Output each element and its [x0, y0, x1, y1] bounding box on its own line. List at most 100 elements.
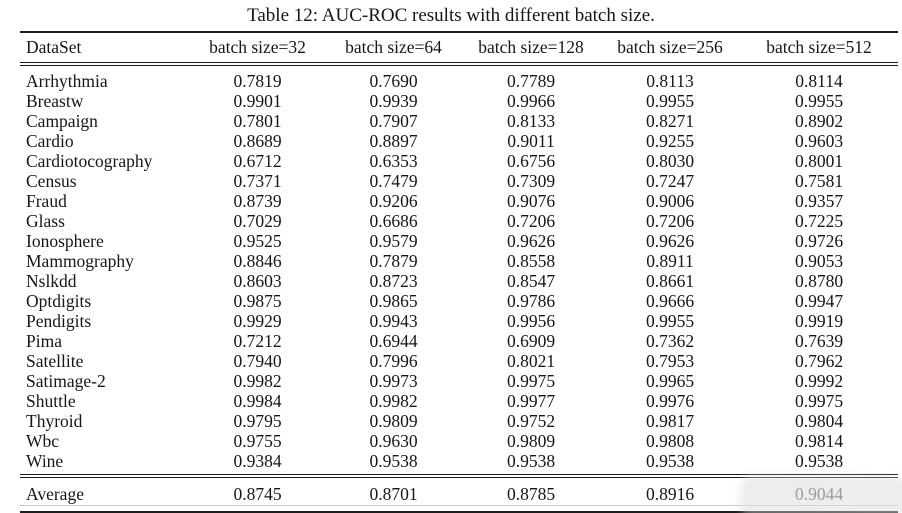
bottom-faint-rule — [20, 505, 898, 506]
value-cell: 0.9929 — [233, 311, 282, 331]
table-row: Pendigits 0.9929 0.9943 0.9956 0.9955 0.9919 — [20, 311, 898, 331]
value-cell: 0.6712 — [233, 151, 282, 171]
value-cell: 0.9255 — [645, 131, 695, 151]
table-header: DataSet batch size=32 batch size=64 batch s… — [20, 31, 898, 66]
value-cell: 0.7309 — [506, 171, 556, 191]
value-cell: 0.8021 — [506, 351, 556, 371]
value-cell: 0.9965 — [645, 371, 695, 391]
value-cell: 0.8113 — [646, 71, 694, 91]
table-row: Fraud 0.8739 0.9206 0.9076 0.9006 0.9357 — [20, 191, 898, 211]
value-cell: 0.7789 — [506, 71, 556, 91]
column-header: batch size=128 — [462, 31, 600, 66]
dataset-name-cell: Wbc — [26, 431, 60, 451]
dataset-name-cell: Mammography — [26, 251, 134, 271]
value-cell: 0.9786 — [506, 291, 556, 311]
table-row: Campaign 0.7801 0.7907 0.8133 0.8271 0.8902 — [20, 111, 898, 131]
value-cell: 0.7819 — [233, 71, 282, 91]
table-row: Cardiotocography 0.6712 0.6353 0.6756 0.8030… — [20, 151, 898, 171]
value-cell: 0.9755 — [233, 431, 282, 451]
auc-roc-results-table: DataSet batch size=32 batch size=64 batch s… — [20, 31, 898, 513]
value-cell: 0.8902 — [794, 111, 844, 131]
table-row: Satellite 0.7940 0.7996 0.8021 0.7953 0.7962 — [20, 351, 898, 371]
table-row: Satimage-2 0.9982 0.9973 0.9975 0.9965 0.9992 — [20, 371, 898, 391]
value-cell: 0.9206 — [369, 191, 418, 211]
value-cell: 0.9975 — [794, 391, 844, 411]
table-row: Census 0.7371 0.7479 0.7309 0.7247 0.7581 — [20, 171, 898, 191]
dataset-name-cell: Breastw — [26, 91, 84, 111]
table-row: Wbc 0.9755 0.9630 0.9809 0.9808 0.9814 — [20, 431, 898, 451]
value-cell: 0.9538 — [506, 451, 556, 471]
value-cell: 0.7879 — [369, 251, 418, 271]
value-cell: 0.9939 — [369, 91, 418, 111]
table-row: Glass 0.7029 0.6686 0.7206 0.7206 0.7225 — [20, 211, 898, 231]
value-cell: 0.8911 — [646, 251, 694, 271]
value-cell: 0.9943 — [369, 311, 418, 331]
column-header: batch size=64 — [325, 31, 462, 66]
table-row: Optdigits 0.9875 0.9865 0.9786 0.9666 0.9947 — [20, 291, 898, 311]
value-cell: 0.6353 — [369, 151, 418, 171]
dataset-name-cell: Census — [26, 171, 77, 191]
value-cell: 0.9626 — [506, 231, 556, 251]
dataset-name-cell: Ionosphere — [26, 231, 104, 251]
value-cell: 0.9955 — [645, 91, 695, 111]
value-cell: 0.9955 — [794, 91, 844, 111]
dataset-name-cell: Satellite — [26, 351, 84, 371]
average-label-cell: Average — [20, 474, 190, 513]
value-cell: 0.9630 — [369, 431, 418, 451]
value-cell: 0.7029 — [233, 211, 282, 231]
dataset-name-cell: Wine — [26, 451, 64, 471]
dataset-name-cell: Nslkdd — [26, 271, 77, 291]
value-cell: 0.9726 — [794, 231, 844, 251]
value-cell: 0.8271 — [645, 111, 695, 131]
value-cell: 0.7690 — [369, 71, 418, 91]
value-cell: 0.7212 — [233, 331, 282, 351]
value-cell: 0.8897 — [369, 131, 418, 151]
value-cell: 0.9011 — [507, 131, 555, 151]
value-cell: 0.9947 — [794, 291, 844, 311]
value-cell: 0.9752 — [506, 411, 556, 431]
value-cell: 0.7940 — [233, 351, 282, 371]
dataset-column-header: DataSet — [20, 31, 190, 66]
dataset-name-cell: Glass — [26, 211, 65, 231]
dataset-name-cell: Shuttle — [26, 391, 76, 411]
column-header: batch size=512 — [740, 31, 898, 66]
value-cell: 0.8001 — [794, 151, 844, 171]
value-cell: 0.9076 — [506, 191, 556, 211]
table-row: Nslkdd 0.8603 0.8723 0.8547 0.8661 0.8780 — [20, 271, 898, 291]
value-cell: 0.9538 — [369, 451, 418, 471]
value-cell: 0.9808 — [645, 431, 695, 451]
average-value-cell: 0.8785 — [462, 474, 600, 513]
value-cell: 0.9956 — [506, 311, 556, 331]
value-cell: 0.9626 — [645, 231, 695, 251]
value-cell: 0.9053 — [794, 251, 844, 271]
value-cell: 0.9992 — [794, 371, 844, 391]
value-cell: 0.9809 — [506, 431, 556, 451]
table-row: Breastw 0.9901 0.9939 0.9966 0.9955 0.9955 — [20, 91, 898, 111]
value-cell: 0.8723 — [369, 271, 418, 291]
table-row: Thyroid 0.9795 0.9809 0.9752 0.9817 0.9804 — [20, 411, 898, 431]
value-cell: 0.9538 — [794, 451, 844, 471]
column-header: batch size=32 — [190, 31, 325, 66]
table-row: Shuttle 0.9984 0.9982 0.9977 0.9976 0.9975 — [20, 391, 898, 411]
dataset-name-cell: Campaign — [26, 111, 98, 131]
table-row: Ionosphere 0.9525 0.9579 0.9626 0.9626 0.9726 — [20, 231, 898, 251]
value-cell: 0.9817 — [645, 411, 695, 431]
average-value-cell: 0.9044 — [740, 474, 898, 513]
value-cell: 0.9814 — [794, 431, 844, 451]
table-body: Arrhythmia 0.7819 0.7690 0.7789 0.8113 0.8114… — [20, 64, 898, 476]
value-cell: 0.9384 — [233, 451, 282, 471]
dataset-name-cell: Pendigits — [26, 311, 92, 331]
value-cell: 0.7996 — [369, 351, 418, 371]
value-cell: 0.9357 — [794, 191, 844, 211]
value-cell: 0.9966 — [506, 91, 556, 111]
value-cell: 0.9666 — [645, 291, 695, 311]
value-cell: 0.6686 — [369, 211, 418, 231]
value-cell: 0.9977 — [506, 391, 556, 411]
dataset-name-cell: Optdigits — [26, 291, 92, 311]
table-caption: Table 12: AUC-ROC results with different… — [247, 5, 655, 26]
value-cell: 0.6944 — [369, 331, 418, 351]
value-cell: 0.9795 — [233, 411, 282, 431]
value-cell: 0.7801 — [233, 111, 282, 131]
value-cell: 0.8739 — [233, 191, 282, 211]
value-cell: 0.7371 — [233, 171, 282, 191]
